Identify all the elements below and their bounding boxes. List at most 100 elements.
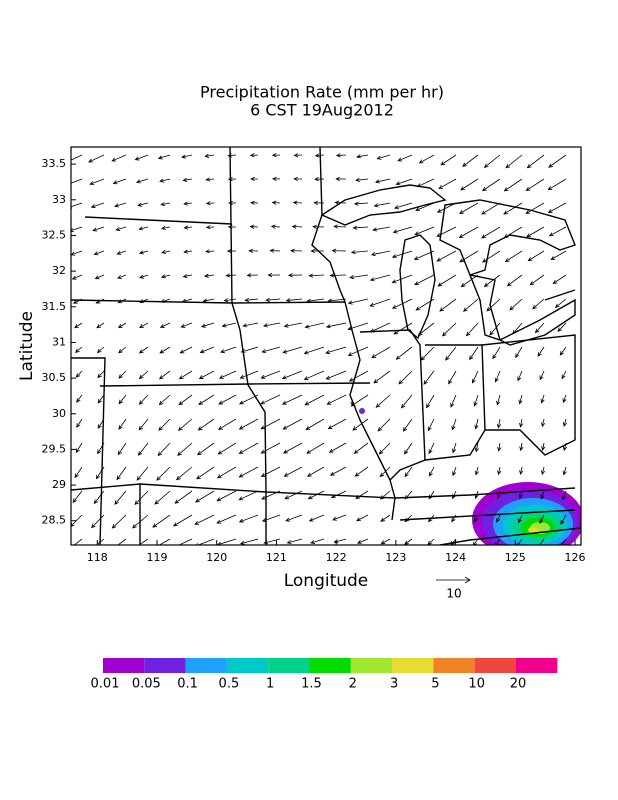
- wind-arrow: [473, 394, 479, 407]
- wind-arrow: [440, 154, 457, 166]
- wind-arrow: [174, 538, 193, 545]
- wind-arrow: [195, 538, 215, 545]
- wind-arrow: [205, 201, 215, 206]
- wind-arrow: [117, 538, 127, 545]
- wind-arrow: [152, 514, 171, 528]
- wind-arrow: [391, 298, 413, 309]
- wind-arrow: [562, 466, 567, 476]
- x-axis-label: Longitude: [284, 571, 369, 591]
- wind-arrow: [369, 322, 391, 333]
- wind-arrow: [240, 346, 259, 353]
- wind-arrow: [271, 176, 281, 182]
- wind-arrow: [314, 177, 325, 182]
- wind-arrow: [505, 154, 523, 169]
- wind-arrow: [250, 200, 259, 205]
- y-tick-label: 30: [52, 407, 66, 420]
- wind-arrow: [327, 418, 347, 430]
- colorbar-box: [433, 658, 475, 673]
- wind-arrow: [154, 490, 171, 505]
- wind-arrow: [75, 370, 83, 378]
- wind-arrow: [369, 274, 391, 282]
- wind-arrow: [496, 394, 501, 406]
- x-tick-label: 123: [385, 551, 406, 564]
- wind-arrow: [227, 177, 237, 182]
- wind-arrow: [436, 202, 457, 213]
- axis-ticks: 118 119 120 121 122 123 124 125 126 28.5 29 29.5 30 3…: [42, 157, 586, 564]
- wind-arrow: [557, 322, 567, 332]
- wind-arrow: [265, 297, 281, 303]
- wind-arrow: [292, 200, 303, 205]
- wind-arrow: [550, 250, 567, 260]
- wind-arrow: [137, 442, 149, 456]
- wind-arrow: [371, 346, 391, 359]
- wind-arrow: [313, 200, 325, 205]
- wind-arrow: [539, 514, 545, 524]
- wind-arrow: [260, 394, 281, 405]
- x-tick-label: 125: [505, 551, 526, 564]
- wind-arrow: [373, 202, 391, 208]
- wind-arrow: [158, 370, 171, 380]
- wind-arrow: [132, 514, 149, 529]
- wind-arrow: [391, 250, 413, 259]
- wind-arrow: [496, 490, 501, 499]
- wind-arrow: [138, 394, 149, 405]
- wind-arrow: [72, 490, 83, 503]
- colorbar-label: 3: [390, 677, 398, 692]
- x-tick-label: 122: [326, 551, 347, 564]
- wind-arrow: [356, 538, 369, 544]
- wind-arrow: [518, 394, 523, 405]
- y-axis-label: Latitude: [17, 311, 37, 381]
- wind-arrow: [74, 466, 83, 479]
- wind-arrow: [474, 466, 479, 476]
- wind-arrow: [428, 514, 435, 523]
- wind-arrow: [330, 490, 347, 499]
- wind-arrow: [518, 490, 523, 500]
- wind-arrow: [112, 178, 127, 185]
- wind-arrow: [333, 224, 347, 229]
- wind-arrow: [116, 250, 127, 255]
- wind-arrow: [377, 418, 391, 432]
- colorbar-label: 20: [510, 677, 527, 692]
- wind-arrow: [71, 226, 83, 232]
- wind-arrow: [138, 346, 149, 354]
- wind-arrow: [177, 418, 193, 431]
- colorbar-label: 1: [266, 677, 274, 692]
- wind-arrow: [239, 538, 259, 545]
- wind-arrow: [286, 538, 303, 545]
- wind-arrow: [139, 274, 149, 279]
- wind-arrow: [347, 346, 369, 357]
- wind-arrow: [404, 490, 413, 500]
- wind-arrow: [228, 200, 237, 206]
- wind-arrow: [404, 442, 413, 455]
- wind-arrow: [436, 250, 457, 262]
- wind-arrow: [244, 297, 259, 303]
- wind-arrow: [249, 224, 259, 229]
- wind-arrow: [306, 442, 325, 454]
- wind-arrow: [537, 538, 545, 545]
- wind-arrow: [418, 154, 435, 164]
- wind-arrow: [281, 394, 303, 405]
- wind-arrow: [239, 370, 259, 379]
- wind-arrow: [352, 418, 369, 431]
- wind-arrow: [111, 154, 127, 162]
- wind-arrow: [356, 154, 369, 159]
- y-tick-label: 32: [52, 264, 66, 277]
- wind-arrow: [177, 442, 193, 456]
- wind-arrow: [347, 322, 369, 331]
- wind-arrow: [216, 466, 237, 479]
- wind-arrow: [395, 346, 413, 360]
- wind-arrow: [97, 418, 105, 429]
- wind-arrow: [414, 274, 435, 286]
- colorbar-label: 2: [349, 677, 357, 692]
- wind-arrow: [248, 248, 259, 253]
- wind-arrow: [310, 538, 325, 544]
- wind-arrow: [178, 370, 193, 380]
- wind-arrow: [509, 298, 523, 311]
- wind-arrow: [370, 250, 391, 257]
- wind-arrow: [114, 490, 127, 505]
- wind-arrow: [374, 178, 391, 184]
- wind-arrow: [436, 226, 457, 237]
- wind-arrow: [560, 514, 567, 525]
- wind-arrow: [526, 154, 545, 169]
- wind-arrow: [486, 298, 501, 312]
